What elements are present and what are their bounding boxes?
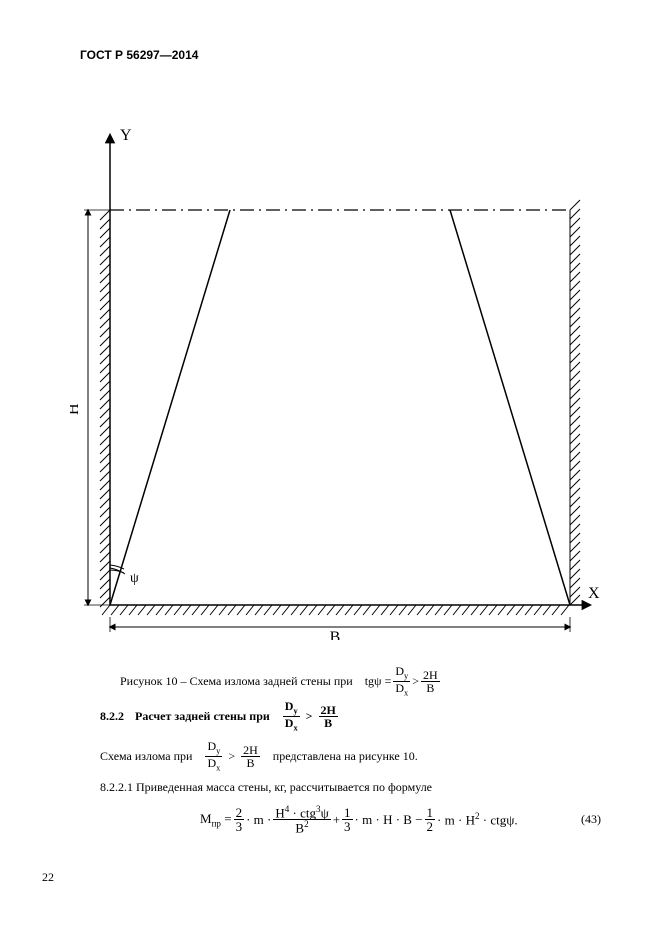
left-hatch xyxy=(100,210,110,607)
right-hatch xyxy=(570,200,580,605)
caption-formula: tgψ = DyDx > 2HB xyxy=(365,665,442,698)
x-axis-label: X xyxy=(588,585,600,602)
bottom-hatch xyxy=(102,605,569,615)
section-8-2-2-title: 8.2.2 Расчет задней стены при DyDx > 2HB xyxy=(100,700,340,733)
document-header: ГОСТ Р 56297—2014 xyxy=(80,48,198,62)
mass-text: 8.2.2.1 Приведенная масса стены, кг, рас… xyxy=(100,780,432,795)
page: ГОСТ Р 56297—2014 Y X xyxy=(0,0,661,936)
formula-43: Mпр = 23 · m · H4 · ctg3ψB2 + 13 · m · H… xyxy=(200,805,518,835)
figure-caption: Рисунок 10 – Схема излома задней стены п… xyxy=(120,665,442,698)
h-label: H xyxy=(70,403,82,415)
scheme-sentence: Схема излома при DyDx > 2HB представлена… xyxy=(100,740,418,773)
fracture-scheme-figure: Y X xyxy=(70,120,610,640)
y-axis-label: Y xyxy=(120,127,132,144)
equation-number: (43) xyxy=(581,812,601,827)
caption-prefix: Рисунок 10 – Схема излома задней стены п… xyxy=(120,674,353,689)
b-label: B xyxy=(330,629,341,640)
page-number: 22 xyxy=(42,870,54,885)
psi-label: ψ xyxy=(130,571,139,586)
